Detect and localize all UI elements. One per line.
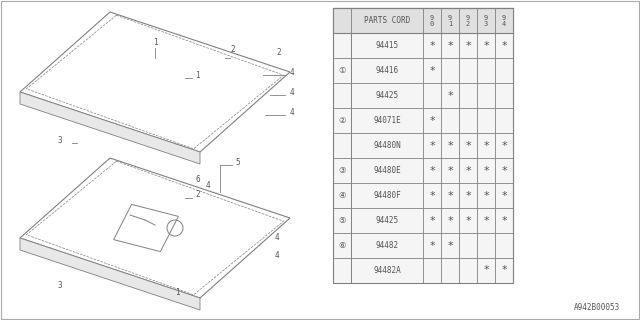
Text: 5: 5 xyxy=(235,158,239,167)
Text: *: * xyxy=(483,190,489,201)
Text: *: * xyxy=(429,190,435,201)
Text: 1: 1 xyxy=(153,38,157,47)
Text: *: * xyxy=(501,266,507,276)
Text: *: * xyxy=(429,41,435,51)
Text: 6: 6 xyxy=(196,175,200,184)
Text: 94415: 94415 xyxy=(376,41,399,50)
Polygon shape xyxy=(20,238,200,310)
Text: 94425: 94425 xyxy=(376,91,399,100)
Text: 2: 2 xyxy=(276,48,280,57)
Text: *: * xyxy=(465,165,471,175)
Text: *: * xyxy=(465,190,471,201)
Text: *: * xyxy=(465,215,471,226)
Text: 9
3: 9 3 xyxy=(484,14,488,27)
Text: 1: 1 xyxy=(195,71,200,80)
Text: *: * xyxy=(483,165,489,175)
Text: 3: 3 xyxy=(57,281,61,290)
Text: *: * xyxy=(447,215,453,226)
Text: 94071E: 94071E xyxy=(373,116,401,125)
Text: 9
2: 9 2 xyxy=(466,14,470,27)
Text: *: * xyxy=(501,165,507,175)
Text: *: * xyxy=(429,241,435,251)
Text: 94482A: 94482A xyxy=(373,266,401,275)
Text: 94482: 94482 xyxy=(376,241,399,250)
Text: 4: 4 xyxy=(275,251,280,260)
Text: *: * xyxy=(429,140,435,150)
Text: 9
4: 9 4 xyxy=(502,14,506,27)
Text: *: * xyxy=(501,140,507,150)
Text: ③: ③ xyxy=(339,166,346,175)
Text: 4: 4 xyxy=(290,68,294,77)
Bar xyxy=(333,8,513,33)
Text: *: * xyxy=(447,190,453,201)
Text: *: * xyxy=(483,215,489,226)
Text: A942B00053: A942B00053 xyxy=(573,303,620,312)
Text: *: * xyxy=(483,41,489,51)
Text: PARTS CORD: PARTS CORD xyxy=(364,16,410,25)
Text: 9
1: 9 1 xyxy=(448,14,452,27)
Text: 3: 3 xyxy=(57,136,61,145)
Text: 1: 1 xyxy=(175,288,180,297)
Text: 4: 4 xyxy=(206,181,211,190)
Text: ②: ② xyxy=(339,116,346,125)
Text: 2: 2 xyxy=(195,190,200,199)
Text: *: * xyxy=(465,140,471,150)
Text: 94425: 94425 xyxy=(376,216,399,225)
Text: *: * xyxy=(501,215,507,226)
Text: *: * xyxy=(429,215,435,226)
Text: *: * xyxy=(483,140,489,150)
Bar xyxy=(333,8,513,283)
Text: ①: ① xyxy=(339,66,346,75)
Text: *: * xyxy=(447,140,453,150)
Text: 4: 4 xyxy=(290,108,294,117)
Text: 94416: 94416 xyxy=(376,66,399,75)
Text: 94480F: 94480F xyxy=(373,191,401,200)
Text: ⑤: ⑤ xyxy=(339,216,346,225)
Text: 94480N: 94480N xyxy=(373,141,401,150)
Text: *: * xyxy=(429,66,435,76)
Text: *: * xyxy=(483,266,489,276)
Text: *: * xyxy=(429,165,435,175)
Text: 94480E: 94480E xyxy=(373,166,401,175)
Text: *: * xyxy=(465,41,471,51)
Text: ⑥: ⑥ xyxy=(339,241,346,250)
Text: ④: ④ xyxy=(339,191,346,200)
Text: *: * xyxy=(501,41,507,51)
Text: 9
0: 9 0 xyxy=(430,14,434,27)
Text: *: * xyxy=(429,116,435,125)
Text: 4: 4 xyxy=(275,233,280,242)
Text: *: * xyxy=(501,190,507,201)
Text: 2: 2 xyxy=(230,45,235,54)
Text: *: * xyxy=(447,241,453,251)
Text: 4: 4 xyxy=(290,88,294,97)
Polygon shape xyxy=(20,92,200,164)
Text: *: * xyxy=(447,91,453,100)
Text: *: * xyxy=(447,41,453,51)
Text: *: * xyxy=(447,165,453,175)
